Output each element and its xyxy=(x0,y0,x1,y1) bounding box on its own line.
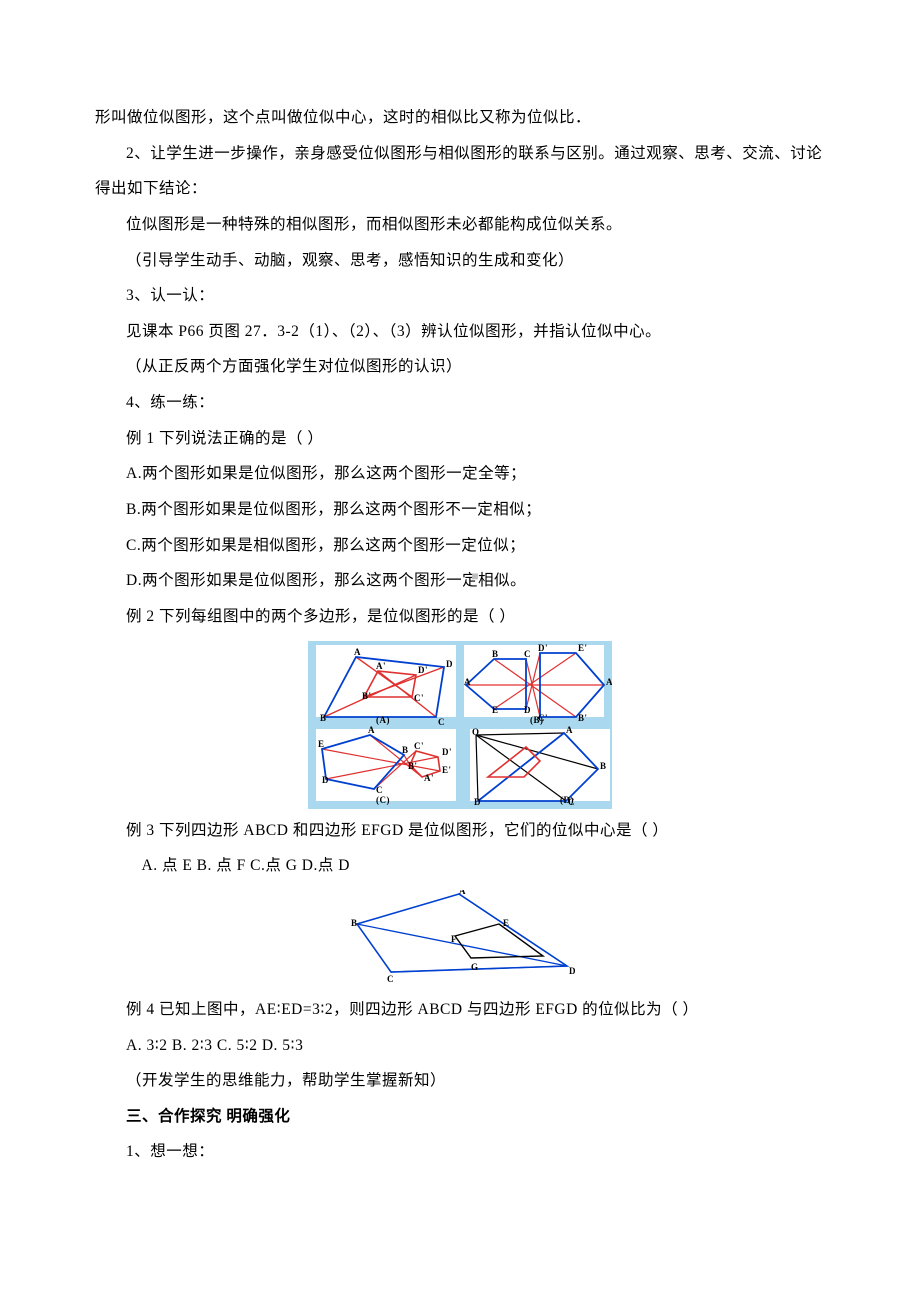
svg-text:A: A xyxy=(459,890,466,896)
svg-text:D: D xyxy=(446,659,453,669)
para-line-17: 例 4 已知上图中，AE∶ED=3∶2，则四边形 ABCD 与四边形 EFGD … xyxy=(95,992,825,1028)
svg-text:D: D xyxy=(322,775,329,785)
para-line-12: C.两个图形如果是相似图形，那么这两个图形一定位似； xyxy=(95,528,825,564)
svg-text:E: E xyxy=(492,705,499,715)
svg-text:F: F xyxy=(451,934,457,944)
para-line-18: A. 3∶2 B. 2∶3 C. 5∶2 D. 5∶3 xyxy=(95,1028,825,1064)
svg-text:B: B xyxy=(402,745,409,755)
figure-example2: ABCDA'B'C'D'ABCDEA'B'C'D'E'ABCDEA'B'C'D'… xyxy=(95,641,825,809)
svg-text:C: C xyxy=(524,649,531,659)
svg-text:D: D xyxy=(474,797,481,807)
svg-text:D': D' xyxy=(538,643,548,653)
svg-text:C': C' xyxy=(414,741,424,751)
figure-example2-svg: ABCDA'B'C'D'ABCDEA'B'C'D'E'ABCDEA'B'C'D'… xyxy=(308,641,612,809)
svg-text:A: A xyxy=(566,725,573,735)
svg-text:E: E xyxy=(318,739,325,749)
para-line-04: （引导学生动手、动脑，观察、思考，感悟知识的生成和变化） xyxy=(95,243,825,279)
svg-text:(A): (A) xyxy=(376,715,390,725)
svg-text:D: D xyxy=(524,705,531,715)
svg-text:O: O xyxy=(472,727,480,737)
para-line-08: 4、练一练： xyxy=(95,385,825,421)
para-line-05: 3、认一认： xyxy=(95,278,825,314)
para-line-09: 例 1 下列说法正确的是（ ） xyxy=(95,421,825,457)
para-line-06: 见课本 P66 页图 27．3-2（1）、（2）、（3）辨认位似图形，并指认位似… xyxy=(95,314,825,350)
para-line-15: 例 3 下列四边形 ABCD 和四边形 EFGD 是位似图形，它们的位似中心是（… xyxy=(95,813,825,849)
svg-text:(B): (B) xyxy=(530,715,544,725)
para-line-21: 1、想一想： xyxy=(95,1134,825,1170)
svg-text:A': A' xyxy=(376,661,386,671)
svg-text:G: G xyxy=(471,962,479,972)
svg-text:A: A xyxy=(464,677,471,687)
svg-text:B: B xyxy=(320,713,327,723)
svg-text:A': A' xyxy=(424,773,434,783)
svg-text:B: B xyxy=(492,649,499,659)
svg-text:(D): (D) xyxy=(560,795,574,805)
svg-text:B': B' xyxy=(408,761,418,771)
svg-text:C: C xyxy=(376,785,383,795)
para-line-07: （从正反两个方面强化学生对位似图形的认识） xyxy=(95,349,825,385)
svg-text:A: A xyxy=(354,647,361,657)
svg-text:A': A' xyxy=(606,677,612,687)
para-line-14: 例 2 下列每组图中的两个多边形，是位似图形的是（ ） xyxy=(95,599,825,635)
figure-example3-svg: A B C D E F G xyxy=(343,890,577,988)
svg-text:C: C xyxy=(438,717,445,727)
para-line-10: A.两个图形如果是位似图形，那么这两个图形一定全等； xyxy=(95,456,825,492)
svg-text:E: E xyxy=(503,918,510,928)
svg-text:B: B xyxy=(600,761,607,771)
svg-text:B: B xyxy=(351,918,358,928)
para-line-16: A. 点 E B. 点 F C.点 G D.点 D xyxy=(95,848,825,884)
svg-text:A: A xyxy=(368,725,375,735)
para-line-11: B.两个图形如果是位似图形，那么这两个图形不一定相似； xyxy=(95,492,825,528)
svg-text:E': E' xyxy=(578,643,588,653)
svg-text:B': B' xyxy=(578,713,588,723)
svg-text:C: C xyxy=(387,974,394,984)
svg-text:(C): (C) xyxy=(376,795,390,805)
svg-text:B': B' xyxy=(362,691,372,701)
svg-text:C': C' xyxy=(414,693,424,703)
para-line-02: 2、让学生进一步操作，亲身感受位似图形与相似图形的联系与区别。通过观察、思考、交… xyxy=(95,136,825,207)
para-line-03: 位似图形是一种特殊的相似图形，而相似图形未必都能构成位似关系。 xyxy=(95,207,825,243)
section-heading-3: 三、合作探究 明确强化 xyxy=(95,1099,825,1135)
figure-example3: A B C D E F G xyxy=(95,890,825,988)
svg-text:E': E' xyxy=(442,765,452,775)
para-line-13: D.两个图形如果是位似图形，那么这两个图形一定相似。 xyxy=(95,563,825,599)
svg-text:D': D' xyxy=(442,747,452,757)
para-line-01: 形叫做位似图形，这个点叫做位似中心，这时的相似比又称为位似比． xyxy=(95,100,825,136)
svg-text:D': D' xyxy=(418,665,428,675)
svg-text:D: D xyxy=(569,966,576,976)
para-line-19: （开发学生的思维能力，帮助学生掌握新知） xyxy=(95,1063,825,1099)
